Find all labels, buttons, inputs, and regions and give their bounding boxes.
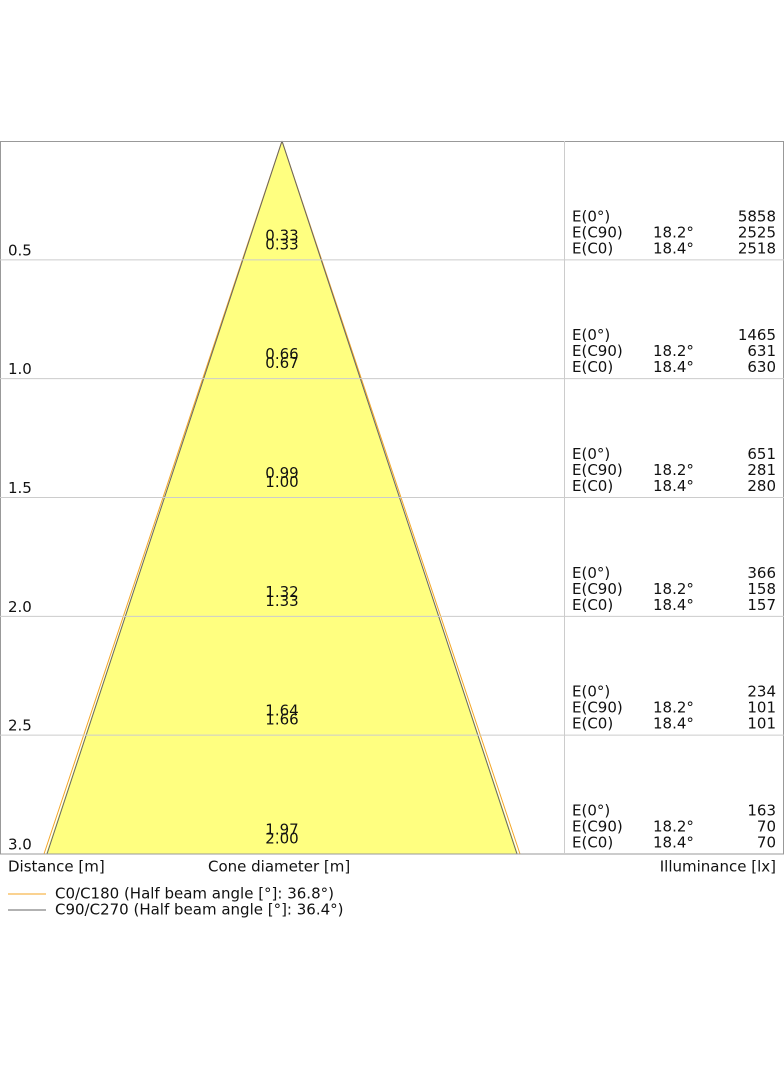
illuminance-value: 157: [747, 596, 776, 614]
cone-diameter: 0.33: [265, 235, 298, 253]
cone-diameter: 2.00: [265, 830, 298, 848]
illuminance-angle: 18.2°: [653, 580, 694, 598]
illuminance-value: 1465: [738, 326, 776, 344]
illuminance-angle: 18.4°: [653, 834, 694, 852]
illuminance-angle: 18.2°: [653, 699, 694, 717]
illuminance-angle: 18.4°: [653, 715, 694, 733]
illuminance-value: 281: [747, 461, 776, 479]
illuminance-angle: 18.4°: [653, 358, 694, 376]
illuminance-value: 630: [747, 358, 776, 376]
illuminance-label: E(0°): [572, 445, 610, 463]
cone-diameter: 1.33: [265, 592, 298, 610]
illuminance-angle: 18.4°: [653, 239, 694, 257]
illuminance-value: 70: [757, 818, 776, 836]
cone-diameter: 0.67: [265, 354, 298, 372]
illuminance-label: E(C0): [572, 596, 613, 614]
cone-diameter: 1.00: [265, 473, 298, 491]
distance-label: 1.5: [8, 479, 32, 497]
illuminance-value: 163: [747, 802, 776, 820]
illuminance-label: E(C90): [572, 461, 623, 479]
legend-label: C0/C180 (Half beam angle [°]: 36.8°): [55, 885, 334, 903]
illuminance-angle: 18.2°: [653, 818, 694, 836]
illuminance-label: E(C0): [572, 477, 613, 495]
illuminance-angle: 18.4°: [653, 477, 694, 495]
illuminance-value: 651: [747, 445, 776, 463]
illuminance-value: 280: [747, 477, 776, 495]
illuminance-label: E(C90): [572, 580, 623, 598]
illuminance-value: 5858: [738, 207, 776, 225]
illuminance-label: E(C90): [572, 699, 623, 717]
illuminance-value: 234: [747, 683, 776, 701]
illuminance-label: E(C0): [572, 715, 613, 733]
footer-label: Distance [m]: [8, 858, 105, 876]
illuminance-label: E(C0): [572, 239, 613, 257]
illuminance-value: 366: [747, 564, 776, 582]
illuminance-value: 2525: [738, 223, 776, 241]
illuminance-angle: 18.2°: [653, 223, 694, 241]
cone-diameter: 1.97: [265, 821, 298, 839]
distance-label: 3.0: [8, 836, 32, 854]
cone-diameter: 0.99: [265, 464, 298, 482]
distance-label: 2.0: [8, 598, 32, 616]
illuminance-label: E(C90): [572, 818, 623, 836]
illuminance-value: 101: [747, 715, 776, 733]
cone-diameter: 0.33: [265, 226, 298, 244]
illuminance-value: 2518: [738, 239, 776, 257]
illuminance-label: E(0°): [572, 683, 610, 701]
illuminance-value: 631: [747, 342, 776, 360]
distance-label: 1.0: [8, 360, 32, 378]
legend-label: C90/C270 (Half beam angle [°]: 36.4°): [55, 901, 344, 919]
distance-label: 0.5: [8, 241, 32, 259]
footer-label: Illuminance [lx]: [660, 858, 776, 876]
footer-label: Cone diameter [m]: [208, 858, 350, 876]
illuminance-angle: 18.4°: [653, 596, 694, 614]
illuminance-label: E(0°): [572, 207, 610, 225]
illuminance-value: 101: [747, 699, 776, 717]
illuminance-label: E(0°): [572, 564, 610, 582]
cone-diameter: 0.66: [265, 345, 298, 363]
illuminance-label: E(0°): [572, 326, 610, 344]
illuminance-label: E(C90): [572, 223, 623, 241]
cone-diameter: 1.66: [265, 711, 298, 729]
cone-diameter: 1.64: [265, 702, 298, 720]
illuminance-value: 158: [747, 580, 776, 598]
illuminance-angle: 18.2°: [653, 461, 694, 479]
illuminance-label: E(C0): [572, 358, 613, 376]
illuminance-label: E(C90): [572, 342, 623, 360]
cone-diameter: 1.32: [265, 583, 298, 601]
illuminance-value: 70: [757, 834, 776, 852]
illuminance-label: E(0°): [572, 802, 610, 820]
illuminance-label: E(C0): [572, 834, 613, 852]
distance-label: 2.5: [8, 717, 32, 735]
illuminance-angle: 18.2°: [653, 342, 694, 360]
